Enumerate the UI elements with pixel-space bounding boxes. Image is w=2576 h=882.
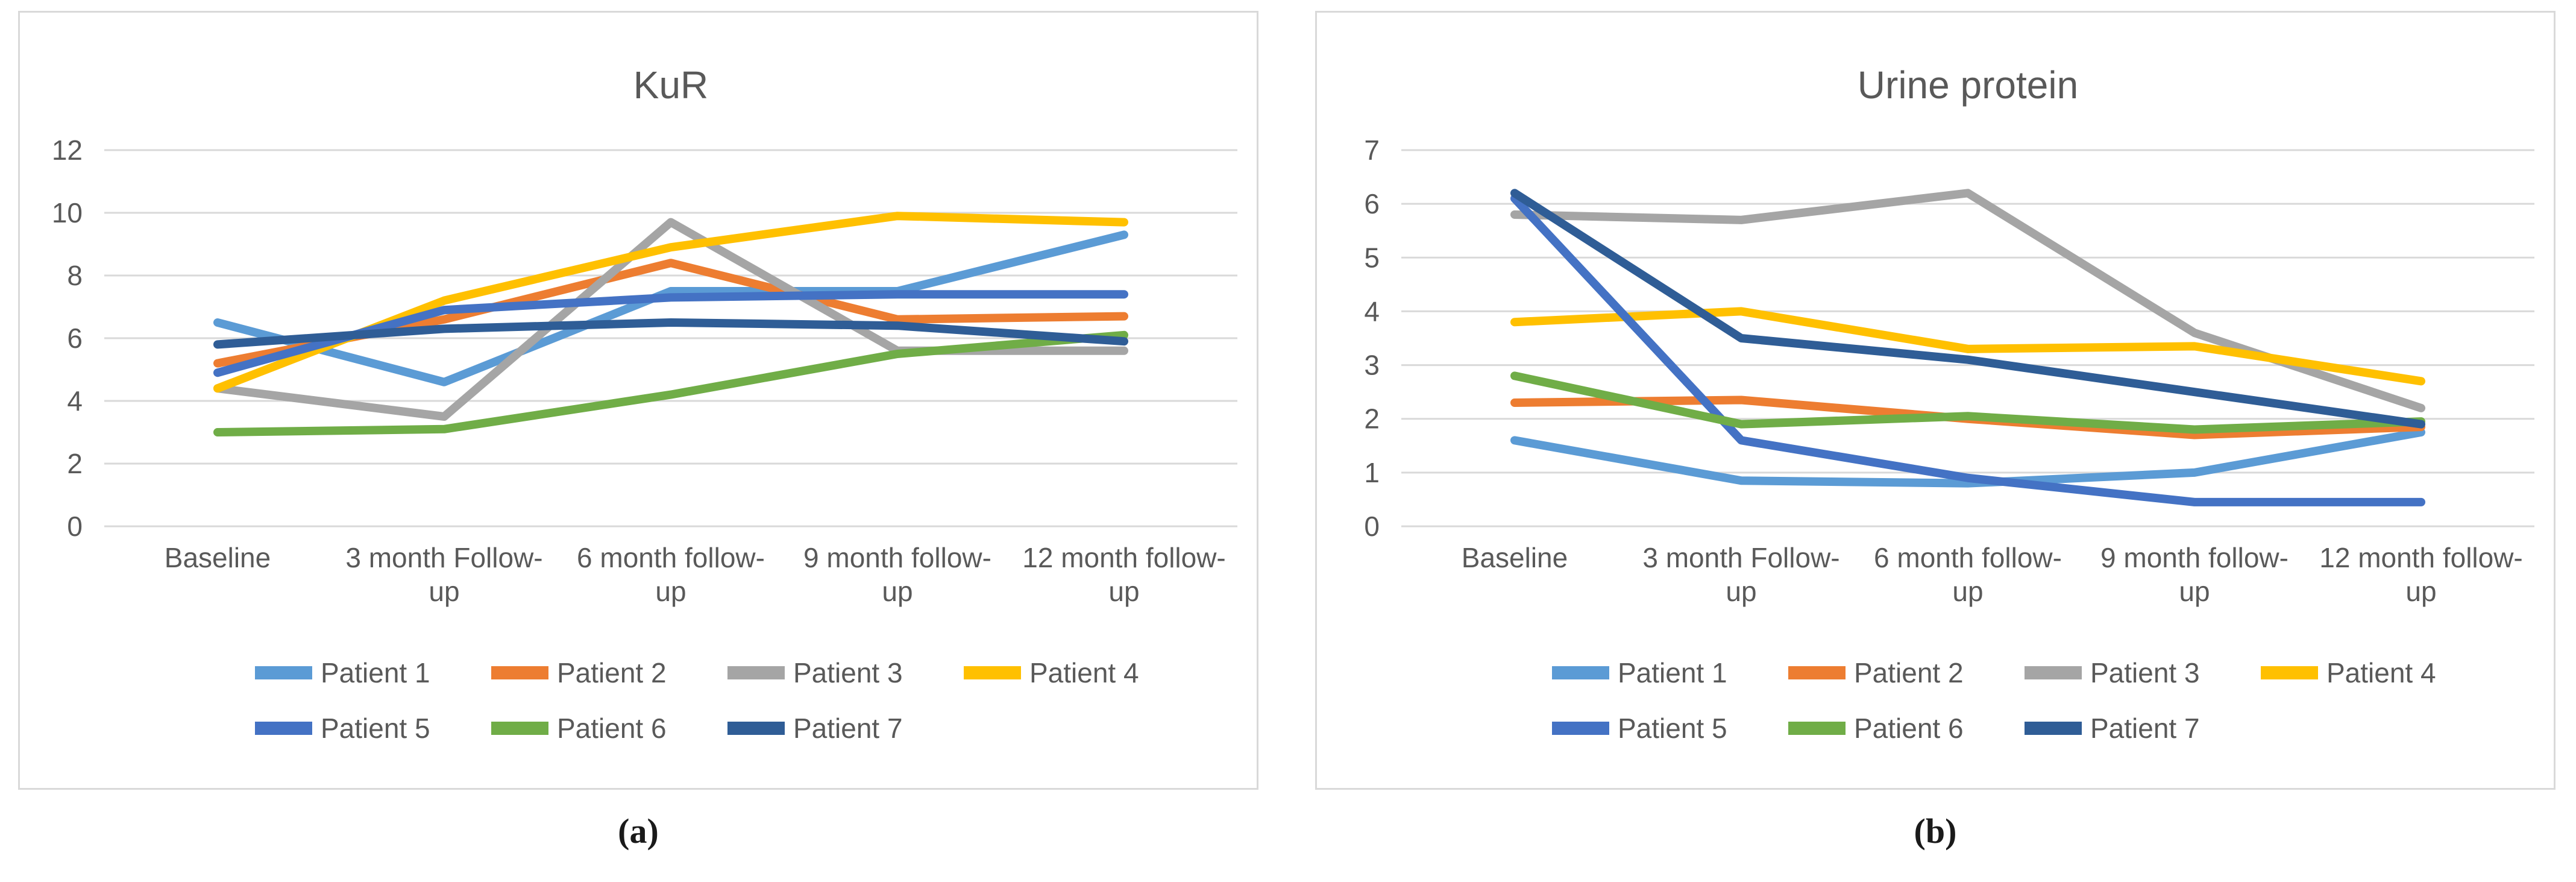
x-axis-label: 6 month follow-up bbox=[1874, 542, 2062, 607]
y-tick-label: 4 bbox=[67, 385, 83, 417]
series-lines bbox=[213, 212, 1128, 436]
x-axis-label: 6 month follow-up bbox=[577, 542, 765, 607]
x-axis-label: 9 month follow-up bbox=[2100, 542, 2289, 607]
legend-label: Patient 7 bbox=[2090, 713, 2200, 744]
legend-swatch bbox=[2261, 666, 2318, 679]
series-line-patient-4 bbox=[1510, 307, 2425, 386]
legend-item-patient-2: Patient 2 bbox=[491, 657, 667, 688]
series-line-patient-6 bbox=[213, 330, 1128, 436]
y-tick-label: 0 bbox=[67, 511, 83, 542]
legend-swatch bbox=[255, 722, 312, 735]
caption-a: (a) bbox=[18, 811, 1258, 851]
series-line-patient-7 bbox=[1510, 189, 2425, 429]
y-tick-label: 0 bbox=[1364, 511, 1380, 542]
series-line-patient-1 bbox=[213, 230, 1128, 386]
caption-b-label: (b) bbox=[1914, 811, 1957, 851]
legend-label: Patient 5 bbox=[321, 713, 430, 744]
y-tick-label: 10 bbox=[52, 197, 83, 228]
y-tick-label: 2 bbox=[67, 448, 83, 479]
legend-item-patient-7: Patient 7 bbox=[727, 713, 903, 744]
kur-chart: 0 2 4 6 8 10 12 KuR Baseline 3 month Follow-up 6 m… bbox=[52, 63, 1237, 744]
legend-swatch bbox=[491, 666, 548, 679]
legend-label: Patient 2 bbox=[557, 657, 667, 688]
x-axis-label: 3 month Follow-up bbox=[1642, 542, 1839, 607]
x-axis-label: 3 month Follow-up bbox=[345, 542, 542, 607]
y-tick-label: 1 bbox=[1364, 457, 1380, 488]
legend-label: Patient 4 bbox=[2326, 657, 2436, 688]
legend-swatch bbox=[2025, 722, 2082, 735]
x-axis-label: 12 month follow-up bbox=[2319, 542, 2523, 607]
legend-item-patient-5: Patient 5 bbox=[1552, 713, 1727, 744]
series-line-patient-3 bbox=[1510, 189, 2425, 412]
legend-item-patient-1: Patient 1 bbox=[1552, 657, 1727, 688]
gridlines bbox=[1401, 149, 2534, 528]
legend-swatch bbox=[1788, 666, 1846, 679]
caption-a-label: (a) bbox=[618, 811, 659, 851]
y-tick-label: 4 bbox=[1364, 295, 1380, 327]
x-axis-label: 12 month follow-up bbox=[1022, 542, 1226, 607]
legend-item-patient-6: Patient 6 bbox=[491, 713, 667, 744]
legend: Patient 1 Patient 2 Patient 3 Patient 4 Pati… bbox=[1552, 657, 2436, 744]
x-axis-label: Baseline bbox=[1462, 542, 1568, 573]
legend-item-patient-3: Patient 3 bbox=[2025, 657, 2200, 688]
legend-swatch bbox=[1552, 666, 1609, 679]
x-axis-label: Baseline bbox=[165, 542, 271, 573]
y-axis-tick-labels: 0 1 2 3 4 5 6 7 bbox=[1364, 134, 1380, 542]
legend-item-patient-5: Patient 5 bbox=[255, 713, 430, 744]
legend-swatch bbox=[727, 722, 785, 735]
series-line-patient-1 bbox=[1510, 428, 2425, 488]
legend-swatch bbox=[727, 666, 785, 679]
legend-item-patient-3: Patient 3 bbox=[727, 657, 903, 688]
legend-label: Patient 1 bbox=[1618, 657, 1727, 688]
y-tick-label: 5 bbox=[1364, 242, 1380, 273]
legend-item-patient-4: Patient 4 bbox=[2261, 657, 2436, 688]
legend-swatch bbox=[1788, 722, 1846, 735]
y-tick-label: 8 bbox=[67, 260, 83, 291]
legend-label: Patient 5 bbox=[1618, 713, 1727, 744]
legend-swatch bbox=[2025, 666, 2082, 679]
x-axis-labels: Baseline 3 month Follow-up 6 month follow-… bbox=[1462, 542, 2523, 607]
y-tick-label: 2 bbox=[1364, 403, 1380, 435]
legend: Patient 1 Patient 2 Patient 3 Patient 4 Pati… bbox=[255, 657, 1139, 744]
chart-title: KuR bbox=[633, 63, 709, 107]
legend-label: Patient 7 bbox=[793, 713, 903, 744]
legend-item-patient-1: Patient 1 bbox=[255, 657, 430, 688]
legend-item-patient-4: Patient 4 bbox=[964, 657, 1139, 688]
legend-item-patient-7: Patient 7 bbox=[2025, 713, 2200, 744]
x-axis-labels: Baseline 3 month Follow-up 6 month follow-… bbox=[165, 542, 1226, 607]
series-line-patient-6 bbox=[1510, 371, 2425, 434]
legend-label: Patient 1 bbox=[321, 657, 430, 688]
legend-swatch bbox=[964, 666, 1021, 679]
y-tick-label: 7 bbox=[1364, 134, 1380, 166]
y-tick-label: 6 bbox=[67, 323, 83, 354]
y-tick-label: 6 bbox=[1364, 188, 1380, 219]
series-line-patient-5 bbox=[1510, 194, 2425, 506]
series-line-patient-7 bbox=[213, 318, 1128, 349]
legend-item-patient-2: Patient 2 bbox=[1788, 657, 1964, 688]
legend-label: Patient 2 bbox=[1854, 657, 1964, 688]
urine-protein-chart: 0 1 2 3 4 5 6 7 Urine protein Baseline 3 month Fol… bbox=[1364, 63, 2534, 744]
y-axis-tick-labels: 0 2 4 6 8 10 12 bbox=[52, 134, 83, 542]
chart-title: Urine protein bbox=[1858, 63, 2078, 107]
legend-swatch bbox=[1552, 722, 1609, 735]
legend-label: Patient 3 bbox=[793, 657, 903, 688]
y-tick-label: 3 bbox=[1364, 350, 1380, 381]
y-tick-label: 12 bbox=[52, 134, 83, 166]
legend-item-patient-6: Patient 6 bbox=[1788, 713, 1964, 744]
legend-label: Patient 6 bbox=[557, 713, 667, 744]
legend-label: Patient 6 bbox=[1854, 713, 1964, 744]
legend-swatch bbox=[255, 666, 312, 679]
caption-b: (b) bbox=[1315, 811, 2556, 851]
legend-swatch bbox=[491, 722, 548, 735]
urine-protein-chart-panel: 0 1 2 3 4 5 6 7 Urine protein Baseline 3 month Fol… bbox=[1315, 11, 2556, 790]
legend-label: Patient 3 bbox=[2090, 657, 2200, 688]
series-lines bbox=[1510, 189, 2425, 506]
legend-label: Patient 4 bbox=[1029, 657, 1139, 688]
kur-chart-panel: 0 2 4 6 8 10 12 KuR Baseline 3 month Follow-up 6 m… bbox=[18, 11, 1258, 790]
x-axis-label: 9 month follow-up bbox=[803, 542, 991, 607]
